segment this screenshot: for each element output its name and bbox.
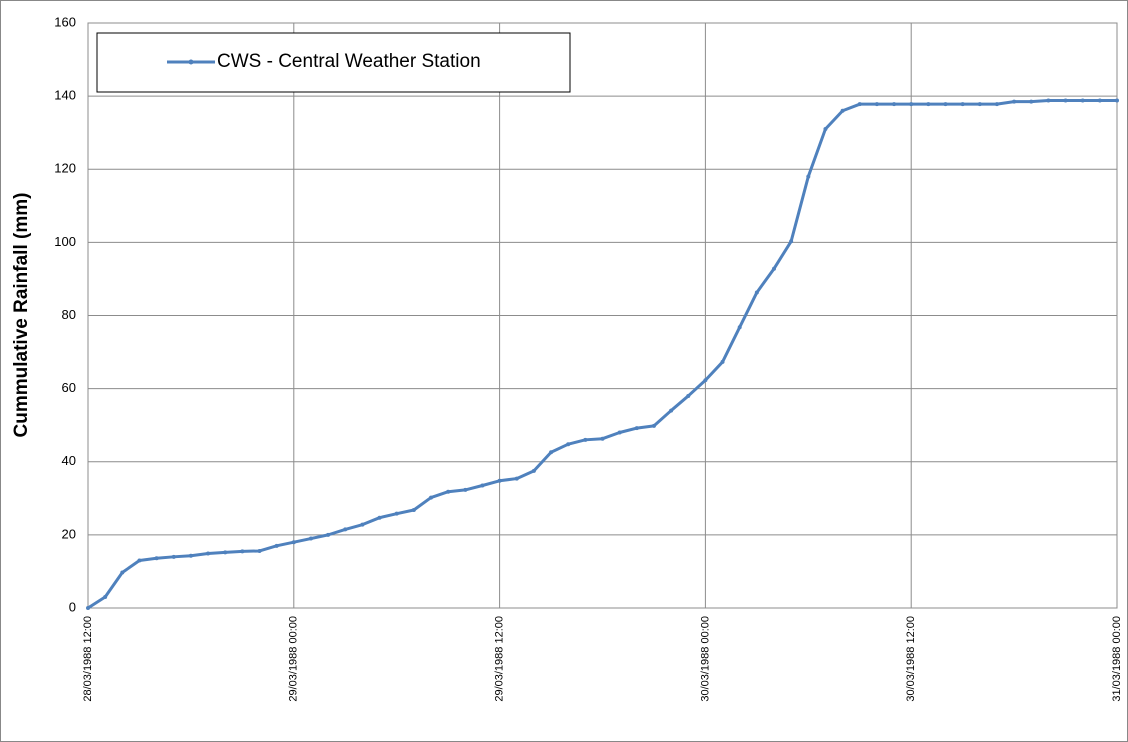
- data-point: [977, 102, 982, 107]
- data-point: [789, 239, 794, 244]
- x-tick-label: 30/03/1988 12:00: [905, 616, 917, 702]
- data-point: [686, 393, 691, 398]
- data-point: [737, 325, 742, 330]
- data-point: [206, 551, 211, 556]
- legend-marker: [188, 59, 194, 65]
- data-point: [1115, 98, 1119, 103]
- x-tick-label: 29/03/1988 12:00: [494, 616, 506, 702]
- y-tick-label: 80: [62, 307, 76, 322]
- data-point: [634, 426, 639, 431]
- data-point: [429, 495, 433, 500]
- data-point: [360, 522, 365, 527]
- data-point: [806, 174, 811, 179]
- data-point: [994, 102, 999, 107]
- data-point: [86, 606, 90, 610]
- data-point: [394, 511, 399, 516]
- legend-label: CWS - Central Weather Station: [217, 51, 481, 72]
- x-tick-label: 31/03/1988 00:00: [1111, 616, 1123, 702]
- x-tick-label: 28/03/1988 12:00: [82, 616, 94, 702]
- data-point: [772, 266, 776, 271]
- data-point: [583, 437, 588, 442]
- data-point: [617, 430, 622, 435]
- data-point: [669, 408, 674, 413]
- x-tick-label: 29/03/1988 00:00: [288, 616, 300, 702]
- data-point: [566, 442, 571, 447]
- data-point: [531, 468, 536, 473]
- data-point: [326, 532, 331, 537]
- data-point: [463, 487, 468, 492]
- plot-border: [87, 22, 1118, 609]
- data-point: [840, 108, 845, 113]
- data-point: [960, 102, 965, 107]
- data-point: [137, 558, 142, 563]
- data-point: [1046, 98, 1051, 103]
- data-point: [188, 553, 193, 558]
- data-point: [120, 570, 125, 575]
- data-point: [720, 359, 725, 364]
- data-point: [1097, 98, 1102, 103]
- data-point: [1012, 99, 1017, 104]
- data-point: [754, 290, 759, 295]
- data-point: [343, 527, 348, 532]
- data-point: [291, 540, 296, 545]
- data-point: [651, 423, 656, 428]
- data-point: [703, 378, 708, 383]
- data-point: [823, 127, 828, 132]
- data-point: [549, 450, 554, 455]
- data-point: [874, 102, 879, 107]
- data-point: [480, 483, 485, 488]
- data-point: [909, 102, 914, 107]
- data-point: [223, 550, 228, 555]
- data-point: [514, 476, 519, 481]
- y-tick-label: 100: [54, 234, 76, 249]
- data-point: [377, 515, 382, 520]
- data-point: [446, 489, 451, 494]
- data-point: [600, 436, 605, 441]
- y-tick-label: 20: [62, 526, 76, 541]
- y-axis-label: Cummulative Rainfall (mm): [11, 193, 32, 438]
- data-point: [497, 478, 502, 483]
- data-point: [857, 102, 862, 107]
- data-point: [154, 556, 159, 561]
- data-point: [240, 549, 245, 554]
- data-point: [1080, 98, 1085, 103]
- data-point: [308, 536, 313, 541]
- data-point: [103, 595, 108, 600]
- data-point: [274, 543, 279, 548]
- data-point: [1029, 99, 1034, 104]
- data-point: [171, 554, 176, 559]
- data-point: [943, 102, 948, 107]
- y-tick-label: 0: [69, 599, 76, 614]
- data-point: [257, 548, 262, 553]
- x-tick-label: 30/03/1988 00:00: [699, 616, 711, 702]
- data-point: [411, 508, 416, 513]
- y-tick-label: 160: [54, 14, 76, 29]
- data-point: [1063, 98, 1068, 103]
- y-tick-label: 140: [54, 88, 76, 103]
- y-tick-label: 40: [62, 453, 76, 468]
- data-point: [926, 102, 931, 107]
- y-tick-label: 60: [62, 380, 76, 395]
- y-tick-label: 120: [54, 161, 76, 176]
- data-point: [892, 102, 897, 107]
